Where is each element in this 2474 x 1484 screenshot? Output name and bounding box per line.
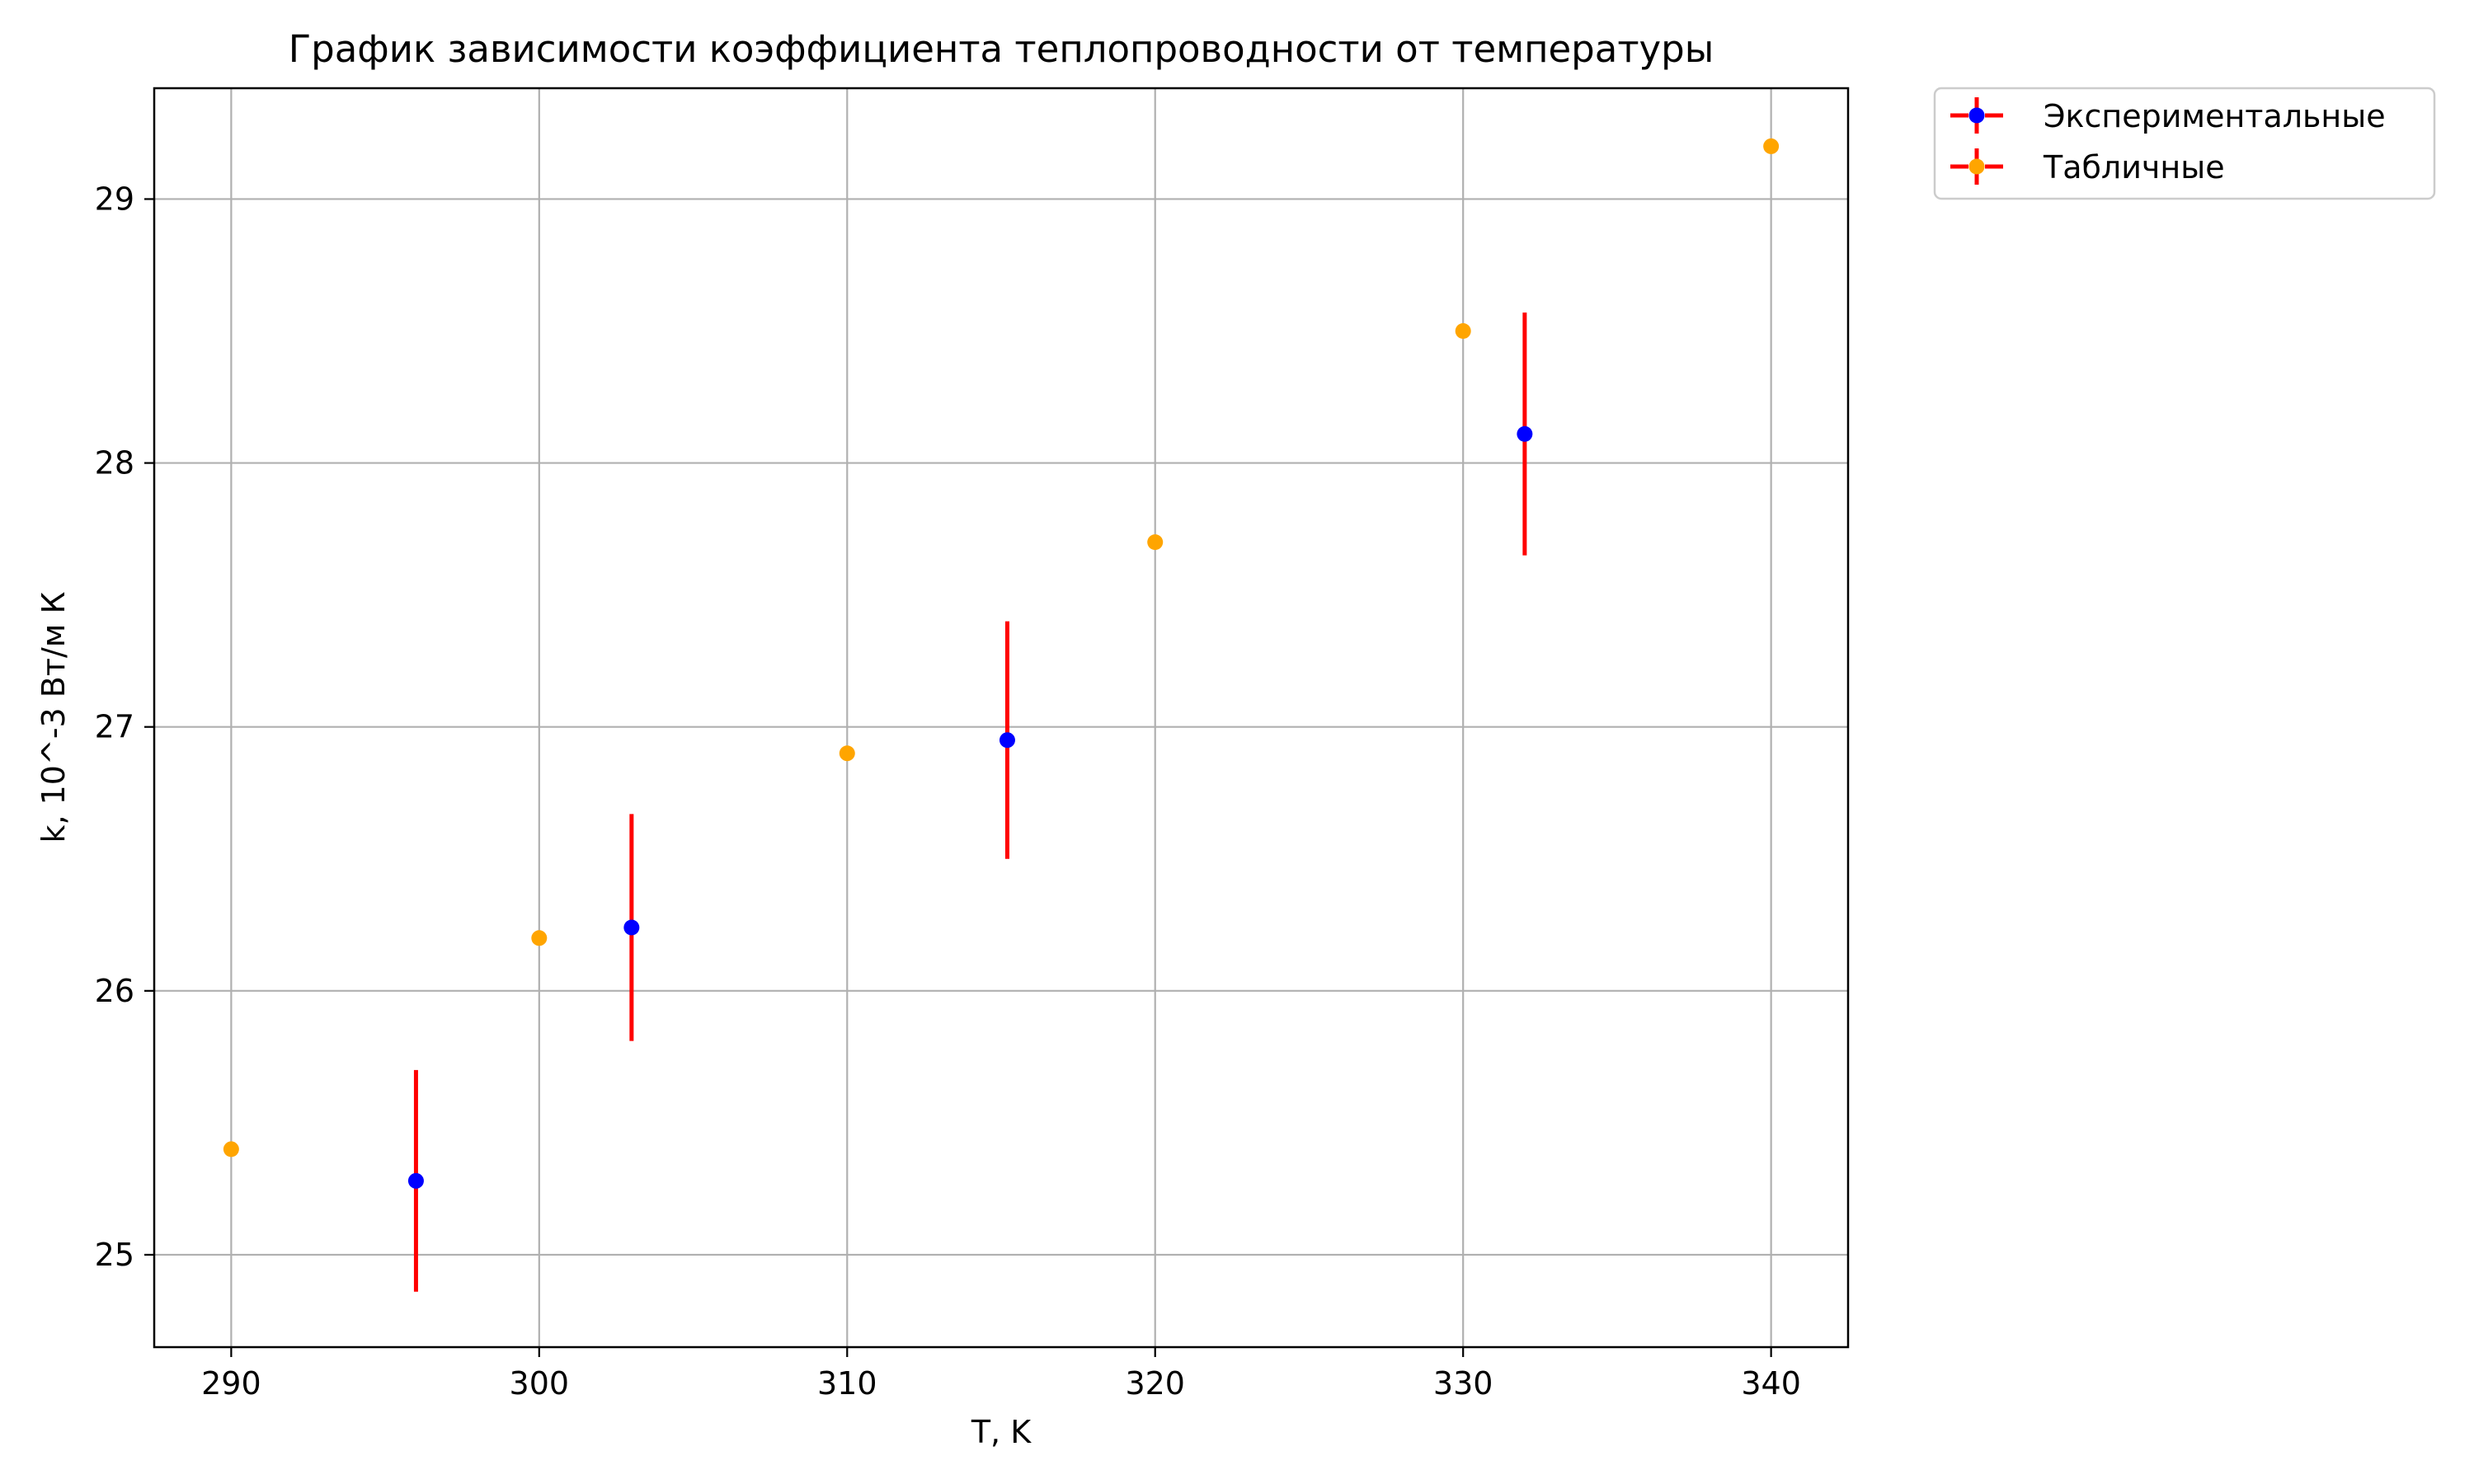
x-tick-label: 300: [510, 1365, 570, 1402]
chart-title: График зависимости коэффициента теплопро…: [289, 27, 1714, 71]
x-tick-label: 340: [1741, 1365, 1801, 1402]
x-tick-label: 320: [1125, 1365, 1185, 1402]
x-tick-label: 330: [1433, 1365, 1493, 1402]
legend-marker: [1969, 108, 1985, 124]
x-axis-label: T, K: [971, 1414, 1032, 1450]
y-tick-label: 29: [95, 181, 134, 217]
data-point: [840, 745, 855, 761]
legend-label: Табличные: [2043, 149, 2225, 186]
y-axis-label: k, 10^-3 Вт/м К: [35, 591, 72, 843]
data-point: [623, 920, 639, 936]
data-point: [408, 1173, 424, 1189]
legend-marker: [1969, 159, 1985, 175]
y-tick-label: 27: [95, 709, 134, 745]
x-tick-label: 310: [817, 1365, 877, 1402]
legend: Экспериментальные Табличные: [1935, 88, 2434, 199]
x-tick-label: 290: [201, 1365, 261, 1402]
y-tick-label: 26: [95, 973, 134, 1009]
legend-label: Экспериментальные: [2044, 98, 2386, 134]
y-tick-label: 28: [95, 445, 134, 481]
data-point: [1147, 534, 1163, 550]
data-point: [531, 930, 547, 946]
data-point: [223, 1141, 239, 1157]
plot-area: [154, 88, 1848, 1347]
data-point: [999, 732, 1015, 748]
data-point: [1517, 426, 1532, 442]
data-point: [1456, 323, 1471, 339]
data-point: [1763, 139, 1779, 154]
y-tick-label: 25: [95, 1237, 134, 1273]
